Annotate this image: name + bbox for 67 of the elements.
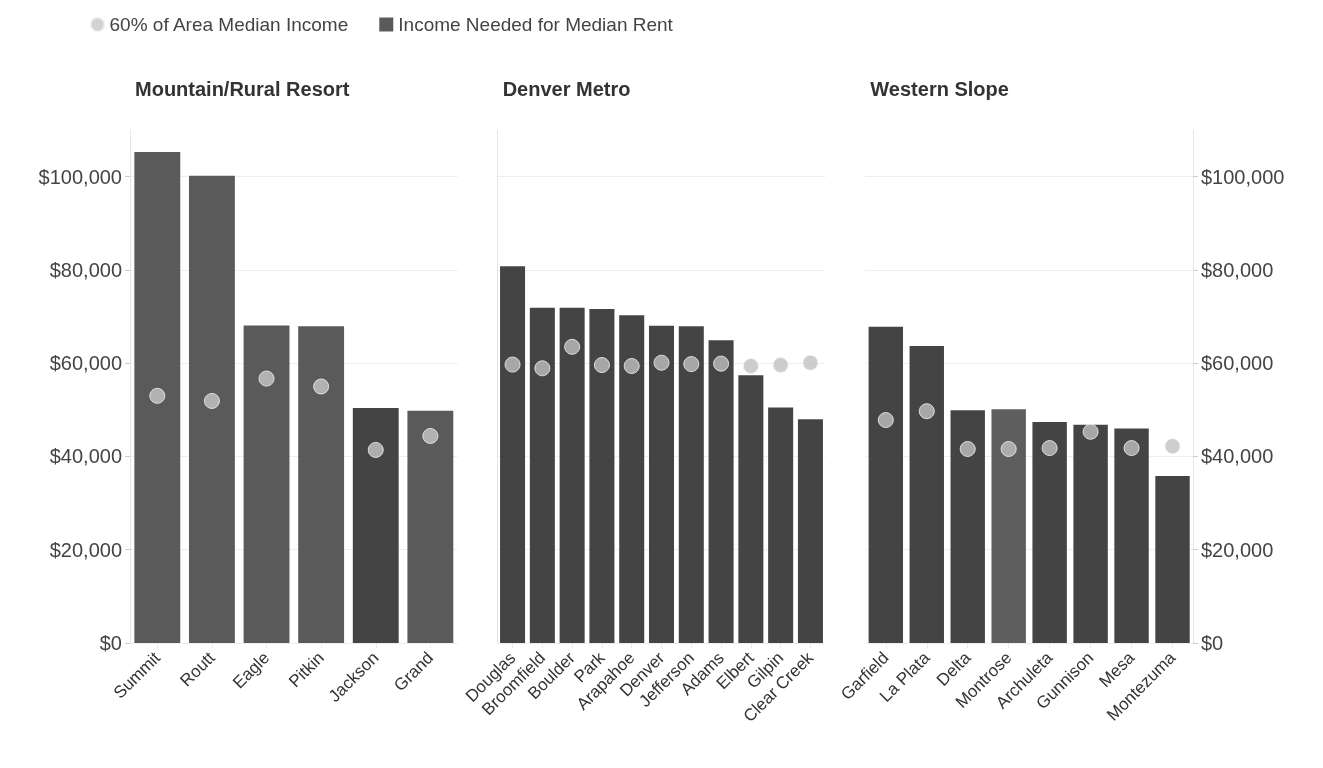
bar xyxy=(1114,428,1149,643)
bar xyxy=(991,409,1026,643)
point xyxy=(422,427,439,444)
point xyxy=(1041,440,1058,457)
bar xyxy=(708,340,734,643)
bar xyxy=(738,375,764,643)
bar xyxy=(529,307,555,643)
chart-title: Mountain/Rural Resort xyxy=(135,78,350,100)
y-tick-label: $20,000 xyxy=(49,538,122,561)
y-tick-label: $100,000 xyxy=(38,165,122,188)
bar xyxy=(559,307,585,643)
point xyxy=(1082,423,1099,440)
legend-label: Income Needed for Median Rent xyxy=(398,14,674,35)
bar xyxy=(1155,476,1190,643)
point xyxy=(877,412,894,429)
point xyxy=(564,338,581,355)
point xyxy=(959,441,976,457)
bar xyxy=(407,410,454,643)
bar xyxy=(619,315,645,643)
legend-label: 60% of Area Median Income xyxy=(109,14,349,35)
point xyxy=(623,357,640,374)
bar xyxy=(1073,424,1108,643)
y2-tick-label: $0 xyxy=(1201,632,1224,654)
bar xyxy=(768,407,794,643)
chart-title: Western Slope xyxy=(870,78,1009,100)
point xyxy=(742,357,759,374)
y2-tick-label: $80,000 xyxy=(1201,258,1274,281)
point xyxy=(149,387,166,404)
bar xyxy=(909,345,944,643)
y-tick-label: $0 xyxy=(99,632,122,654)
point xyxy=(1000,441,1017,457)
point xyxy=(772,357,789,374)
point xyxy=(802,354,819,371)
point xyxy=(918,403,935,420)
bar xyxy=(678,326,704,643)
point xyxy=(203,392,220,409)
point xyxy=(683,356,700,373)
bar xyxy=(243,325,290,643)
chart-title: Denver Metro xyxy=(502,78,631,100)
point xyxy=(1123,440,1140,457)
point xyxy=(593,357,610,374)
bar xyxy=(648,325,675,643)
bar xyxy=(797,419,823,643)
point xyxy=(1164,438,1181,455)
bar xyxy=(950,410,985,643)
bar xyxy=(589,309,615,643)
point xyxy=(313,378,330,395)
y-tick-label: $40,000 xyxy=(49,445,122,468)
point xyxy=(258,370,275,387)
y2-tick-label: $40,000 xyxy=(1201,445,1274,468)
point xyxy=(504,356,521,373)
y2-tick-label: $20,000 xyxy=(1201,538,1274,561)
bar xyxy=(298,326,345,643)
y2-tick-label: $60,000 xyxy=(1201,352,1274,375)
point xyxy=(653,354,670,371)
bar xyxy=(1032,421,1067,643)
y-tick-label: $80,000 xyxy=(49,258,122,281)
y2-tick-label: $100,000 xyxy=(1201,165,1285,188)
bar xyxy=(134,151,181,643)
bar xyxy=(352,407,399,643)
bar xyxy=(868,326,904,643)
bar xyxy=(188,175,235,643)
point xyxy=(367,441,384,458)
point xyxy=(534,360,551,377)
bar xyxy=(500,266,526,643)
y-tick-label: $60,000 xyxy=(49,352,122,375)
point xyxy=(713,355,730,372)
